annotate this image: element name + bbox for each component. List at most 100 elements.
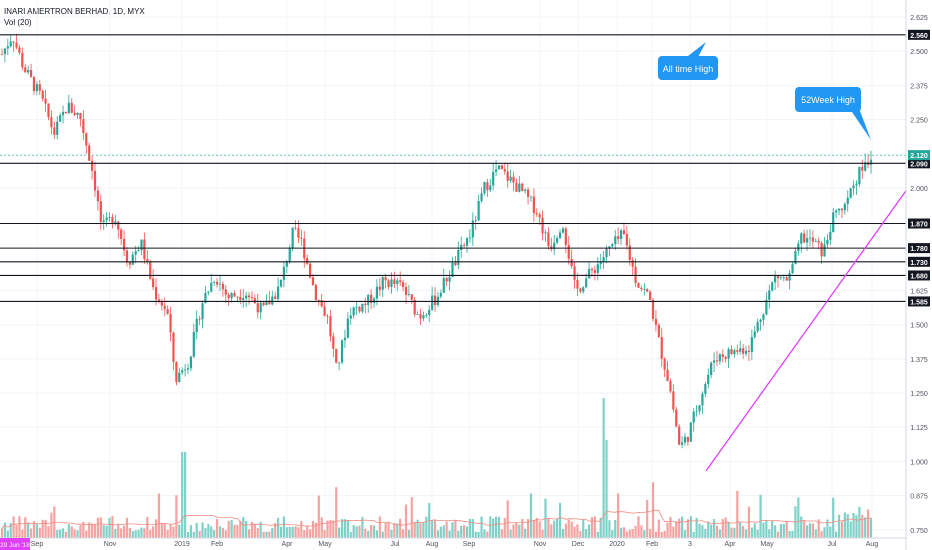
- candle: [483, 181, 486, 196]
- candle-body: [524, 189, 527, 191]
- y-axis[interactable]: 2.625 2.500 2.375 2.250 2.000 1.625 1.500 1.375…: [905, 0, 932, 550]
- volume-bar: [277, 517, 280, 538]
- volume-bar: [181, 452, 184, 538]
- candle: [460, 236, 463, 258]
- x-axis[interactable]: Sep Nov 2019 Feb Apr May Jul Aug Sep Nov Dec 2020 Fe…: [0, 537, 906, 550]
- candle-body: [242, 298, 245, 301]
- candle-body: [99, 201, 102, 222]
- symbol-title: INARI AMERTRON BERHAD, 1D, MYX: [4, 7, 145, 16]
- candle-body: [721, 354, 724, 357]
- volume-bar: [157, 493, 161, 538]
- candle-body: [436, 296, 440, 305]
- candle: [707, 368, 710, 389]
- volume-bar: [817, 519, 820, 538]
- candle: [864, 153, 867, 172]
- candle: [614, 230, 617, 250]
- candle-body: [512, 176, 515, 183]
- candle-body: [236, 296, 239, 298]
- volume-bar: [189, 525, 193, 538]
- trendline[interactable]: [705, 190, 907, 472]
- volume-bar: [869, 517, 873, 538]
- candle: [131, 251, 134, 265]
- candle: [776, 274, 780, 288]
- volume-bar: [625, 531, 628, 538]
- candle-body: [431, 295, 434, 310]
- candle: [800, 231, 803, 253]
- volume-bar: [367, 530, 370, 538]
- candle: [445, 276, 448, 287]
- volume-bar: [239, 520, 242, 538]
- y-tick-label: 2.000: [910, 186, 928, 193]
- candle: [201, 300, 204, 329]
- candle: [538, 212, 541, 225]
- candle: [727, 347, 730, 368]
- callouts[interactable]: All time High 52Week High: [658, 42, 871, 140]
- volume-bar: [617, 493, 620, 538]
- volume-bar: [117, 523, 120, 538]
- volume-bar: [654, 531, 658, 538]
- candle: [744, 346, 748, 357]
- candle: [617, 227, 620, 245]
- volume-bar: [349, 531, 352, 538]
- volume-bar: [861, 514, 864, 538]
- volume-bar: [128, 527, 131, 538]
- first-date-badge: 29 Jun '18: [0, 538, 30, 550]
- candle-body: [154, 287, 158, 300]
- x-tick-label: Aug: [866, 541, 879, 548]
- candle-body: [538, 214, 541, 218]
- volume-bar: [338, 527, 341, 538]
- candle-body: [590, 268, 594, 271]
- level-price-label: 2.560: [908, 29, 930, 40]
- candle-body: [21, 52, 24, 68]
- volume-bar: [262, 531, 265, 538]
- volume-bar: [410, 497, 413, 538]
- candle: [105, 212, 108, 227]
- level-price-label: 1.585: [908, 296, 930, 307]
- candle-body: [779, 277, 783, 279]
- volume-indicator-label[interactable]: Vol (20): [4, 18, 32, 27]
- candle: [181, 367, 184, 376]
- candle: [477, 194, 480, 222]
- volume-bar: [445, 521, 448, 538]
- volume-bar: [486, 531, 489, 538]
- candle-body: [259, 302, 262, 313]
- candle: [634, 258, 637, 288]
- candle-body: [306, 258, 309, 264]
- volume-bar: [718, 529, 721, 538]
- candle-body: [50, 117, 53, 128]
- volume-bar: [364, 528, 367, 538]
- candle-body: [556, 237, 559, 243]
- candle-body: [329, 316, 332, 337]
- volume-bar: [419, 523, 422, 538]
- first-date-badge-bg: [0, 538, 30, 550]
- candle: [425, 312, 428, 318]
- volume-bar: [567, 519, 570, 538]
- volume-bar: [399, 518, 402, 538]
- candle-body: [617, 236, 620, 239]
- candle: [294, 220, 297, 231]
- candle: [823, 236, 826, 257]
- candle-body: [532, 196, 535, 214]
- candle: [308, 262, 312, 279]
- candle-body: [605, 248, 608, 258]
- candle: [509, 169, 512, 183]
- x-tick-label: 2019: [174, 541, 190, 548]
- candle-body: [277, 286, 280, 299]
- volume-bar: [378, 516, 381, 538]
- volume-bar: [611, 530, 614, 538]
- volume-bar: [823, 527, 826, 538]
- candle: [512, 171, 515, 192]
- candle: [88, 142, 91, 161]
- x-tick-label: Apr: [725, 541, 737, 548]
- candle: [529, 195, 533, 202]
- candle-body: [233, 293, 236, 297]
- volume-bar: [393, 522, 396, 538]
- candle: [178, 367, 181, 383]
- volume-bar: [317, 495, 320, 538]
- candle-body: [343, 337, 347, 341]
- volume-bar: [541, 529, 544, 538]
- candle-body: [486, 182, 489, 191]
- candle: [829, 224, 832, 246]
- candle: [866, 153, 870, 169]
